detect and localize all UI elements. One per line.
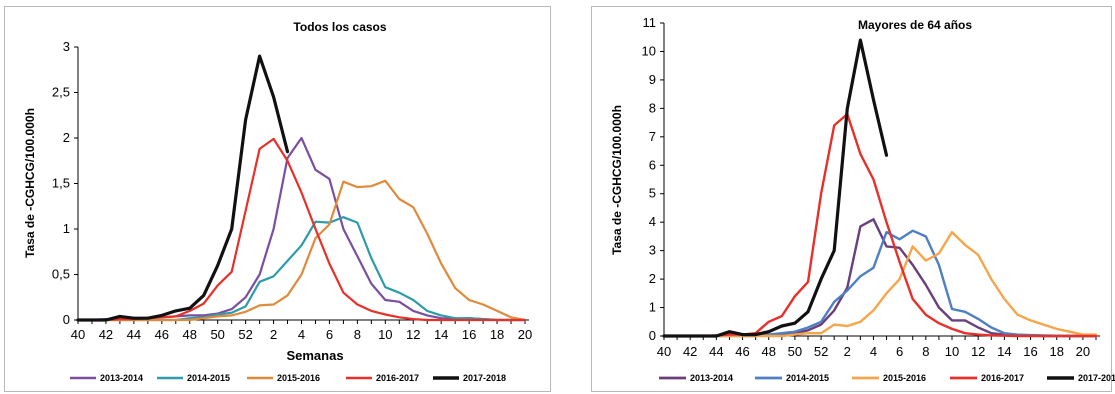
chart2-x-tick-label: 2 [844,344,851,359]
chart1-legend-label: 2015-2016 [277,373,320,383]
chart1-x-tick-label: 50 [210,327,224,342]
chart1-legend-label: 2014-2015 [187,373,230,383]
chart2-legend-label: 2015-2016 [883,373,926,383]
chart2-legend-label: 2016-2017 [981,373,1024,383]
chart1-x-axis-label: Semanas [286,348,343,363]
chart2-y-tick-label: 3 [649,243,656,258]
chart2-y-tick-label: 8 [649,100,656,115]
chart2-y-tick-label: 11 [643,15,657,30]
chart2-legend-label: 2014-2015 [786,373,829,383]
chart1-y-tick-label: 1,5 [52,176,70,191]
chart2-x-tick-label: 16 [1023,344,1037,359]
chart1-x-tick-label: 52 [238,327,252,342]
chart2-series-line-2015-2016 [662,230,1098,338]
chart2-y-tick-label: 1 [649,300,656,315]
chart1-x-tick-label: 12 [406,327,420,342]
chart2-x-tick-label: 12 [971,344,985,359]
chart2-x-tick-label: 50 [788,344,802,359]
chart1-legend-label: 2013-2014 [100,373,143,383]
chart2-series-line-2017-2018 [662,38,889,338]
chart1-series-line-2013-2014 [76,136,527,322]
chart1-title: Todos los casos [293,20,386,34]
chart1-series-line-2017-2018 [76,54,290,322]
chart1-y-tick-label: 1 [63,221,70,236]
chart1-y-axis-label: Tasa de -CGHCG/100.000h [23,108,37,258]
chart1-y-tick-label: 0 [63,312,70,327]
chart2-x-tick-label: 10 [945,344,959,359]
chart1-x-tick-label: 4 [298,327,305,342]
chart1-x-tick-label: 20 [518,327,532,342]
chart2-legend-label: 2017-2018 [1078,373,1115,383]
chart1-x-tick-label: 46 [155,327,169,342]
chart1-series-line-2014-2015 [76,216,527,322]
chart1-x-tick-label: 14 [434,327,448,342]
chart1-x-tick-label: 8 [354,327,361,342]
chart2-x-tick-label: 6 [896,344,903,359]
chart-panel-all-cases [4,6,551,392]
chart2-y-tick-label: 10 [642,43,656,58]
chart1-legend-label: 2016-2017 [376,373,419,383]
chart1-x-tick-label: 42 [99,327,113,342]
chart2-x-tick-label: 40 [657,344,671,359]
chart2-legend-label: 2013-2014 [690,373,733,383]
chart1-x-tick-label: 40 [71,327,85,342]
chart2-y-tick-label: 7 [649,129,656,144]
chart1-x-tick-label: 18 [490,327,504,342]
chart1-x-tick-label: 48 [183,327,197,342]
chart1-y-tick-label: 0,5 [52,267,70,282]
chart1-x-tick-label: 16 [462,327,476,342]
chart2-y-tick-label: 4 [649,214,656,229]
chart1-series-line-2015-2016 [76,179,527,322]
chart1-series-line-2016-2017 [76,137,527,322]
chart2-x-tick-label: 52 [814,344,828,359]
chart1-legend-label: 2017-2018 [463,373,506,383]
chart1-y-tick-label: 2,5 [52,85,70,100]
chart2-x-tick-label: 18 [1049,344,1063,359]
chart1-y-tick-label: 3 [63,39,70,54]
chart2-x-tick-label: 8 [922,344,929,359]
chart2-x-tick-label: 42 [683,344,697,359]
chart2-x-tick-label: 14 [997,344,1011,359]
chart2-y-tick-label: 2 [649,271,656,286]
chart2-x-tick-label: 46 [735,344,749,359]
chart2-x-tick-label: 4 [870,344,877,359]
chart1-x-tick-label: 10 [378,327,392,342]
chart2-title: Mayores de 64 años [858,18,972,32]
chart2-y-tick-label: 5 [649,186,656,201]
chart2-x-tick-label: 44 [709,344,723,359]
chart2-x-tick-label: 48 [761,344,775,359]
chart-panel-over-64 [591,6,1112,392]
chart2-y-tick-label: 0 [649,328,656,343]
chart1-y-tick-label: 2 [63,130,70,145]
chart2-y-tick-label: 6 [649,157,656,172]
chart1-x-tick-label: 6 [326,327,333,342]
chart2-y-tick-label: 9 [649,72,656,87]
chart1-x-tick-label: 44 [127,327,141,342]
chart2-x-tick-label: 20 [1076,344,1090,359]
chart2-y-axis-label: Tasa de -CGHCG/100.000h [610,105,624,255]
chart1-x-tick-label: 2 [270,327,277,342]
chart2-series-line-2013-2014 [662,218,1098,338]
